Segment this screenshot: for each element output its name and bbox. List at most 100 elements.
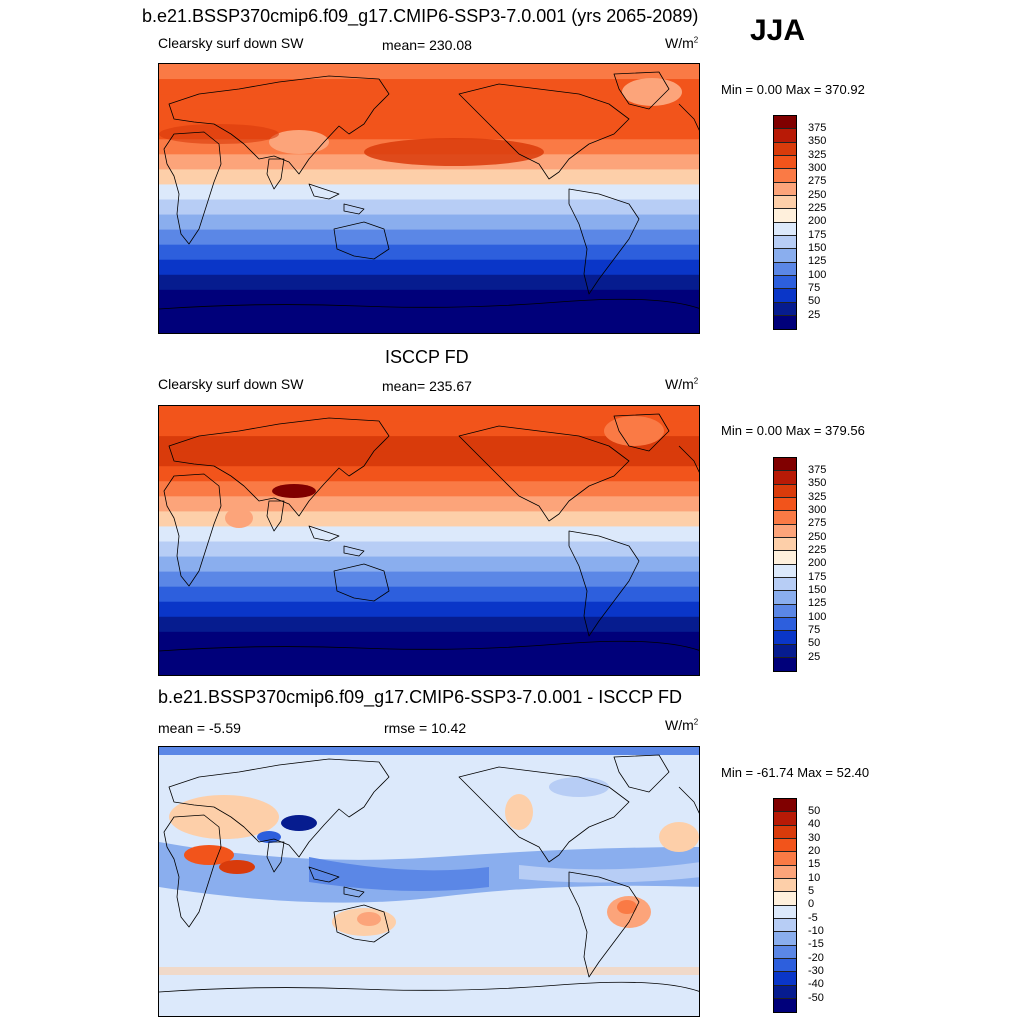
colorbar-tick-label: 25	[808, 308, 821, 321]
colorbar-tick-label: 100	[808, 610, 827, 623]
panel-1-mean-label: mean= 230.08	[382, 37, 472, 53]
latitude-band	[159, 451, 699, 467]
colorbar-tick-label: 125	[808, 597, 827, 610]
colorbar-tick-label: 325	[808, 490, 827, 503]
panel-2-map-svg	[159, 406, 699, 675]
latitude-band	[159, 259, 699, 276]
colorbar-tick-label: 350	[808, 477, 827, 490]
panel-3-rmse-label: rmse = 10.42	[384, 720, 467, 736]
colorbar-tick-label: 275	[808, 175, 827, 188]
latitude-band	[159, 184, 699, 201]
latitude-band	[159, 64, 699, 80]
colorbar-tick-label: 375	[808, 122, 827, 134]
colorbar-tick-label: 15	[808, 858, 821, 871]
colorbar-tick-label: 50	[808, 295, 821, 308]
colorbar-swatch	[774, 577, 796, 592]
colorbar-swatch	[774, 591, 796, 605]
panel-2-min-max: Min = 0.00 Max = 379.56	[721, 423, 865, 438]
latitude-band	[159, 169, 699, 186]
panel-1-map	[158, 63, 700, 334]
colorbar-swatch	[774, 142, 796, 156]
colorbar-tick-label: -5	[808, 911, 818, 924]
colorbar-tick-label: 225	[808, 543, 827, 556]
colorbar-tick-label: 325	[808, 148, 827, 161]
latitude-band	[159, 319, 699, 333]
colorbar-tick-label: -40	[808, 978, 824, 991]
colorbar-swatch	[774, 932, 796, 946]
colorbar-swatch	[774, 657, 796, 672]
colorbar-swatch	[774, 945, 796, 959]
panel-1-colorbar	[773, 115, 797, 331]
panel-3-title: b.e21.BSSP370cmip6.f09_g17.CMIP6-SSP3-7.…	[158, 687, 682, 707]
latitude-band	[159, 421, 699, 437]
colorbar-tick-label: 375	[808, 464, 827, 476]
colorbar-tick-label: 250	[808, 530, 827, 543]
season-label: JJA	[750, 14, 806, 47]
latitude-band	[159, 94, 699, 110]
colorbar-swatch	[774, 852, 796, 866]
colorbar-tick-label: 20	[808, 844, 821, 857]
colorbar-swatch	[774, 116, 796, 130]
panel-2-colorbar	[773, 457, 797, 673]
colorbar-tick-label: -20	[808, 951, 824, 964]
latitude-band	[159, 556, 699, 573]
latitude-band	[159, 646, 699, 663]
panel-3-mean-label: mean = -5.59	[158, 720, 241, 736]
panel-3-colorbar-ticks: 50 40 30 20 15 10 5 0 -5 -10 -15 -20 -30 -40 -50	[808, 805, 824, 1005]
latitude-band	[159, 616, 699, 633]
colorbar-swatch	[774, 631, 796, 645]
colorbar-swatch	[774, 275, 796, 290]
colorbar-tick-label: 150	[808, 583, 827, 596]
latitude-band	[159, 436, 699, 452]
colorbar-tick-label: 50	[808, 637, 821, 650]
latitude-band	[159, 214, 699, 231]
colorbar-swatch	[774, 315, 796, 330]
colorbar-swatch	[774, 985, 796, 999]
colorbar-tick-label: 0	[808, 898, 815, 911]
colorbar-tick-label: 100	[808, 268, 827, 281]
panel-2-mean-label: mean= 235.67	[382, 378, 472, 394]
colorbar-swatch	[774, 905, 796, 919]
colorbar-tick-label: 30	[808, 831, 821, 844]
panel-2-variable-label: Clearsky surf down SW	[158, 376, 304, 392]
latitude-band	[159, 79, 699, 95]
colorbar-swatch	[774, 537, 796, 552]
latitude-band	[159, 601, 699, 618]
latitude-band	[159, 406, 699, 422]
colorbar-swatch	[774, 799, 796, 813]
latitude-band	[159, 661, 699, 675]
latitude-band	[159, 631, 699, 648]
latitude-band	[159, 199, 699, 216]
colorbar-swatch	[774, 222, 796, 236]
colorbar-swatch	[774, 892, 796, 906]
colorbar-swatch	[774, 511, 796, 525]
colorbar-swatch	[774, 195, 796, 210]
colorbar-swatch	[774, 289, 796, 303]
panel-1-units: W/m2	[665, 35, 699, 51]
colorbar-swatch	[774, 838, 796, 853]
colorbar-tick-label: 175	[808, 228, 827, 241]
colorbar-tick-label: 150	[808, 241, 827, 254]
colorbar-swatch	[774, 249, 796, 263]
latitude-band	[159, 289, 699, 306]
colorbar-swatch	[774, 169, 796, 183]
colorbar-tick-label: 175	[808, 570, 827, 583]
colorbar-tick-label: -30	[808, 964, 824, 977]
panel-1-min-max: Min = 0.00 Max = 370.92	[721, 82, 865, 97]
colorbar-tick-label: 300	[808, 161, 827, 174]
panel-1-variable-label: Clearsky surf down SW	[158, 35, 304, 51]
panel-3-colorbar	[773, 798, 797, 1014]
colorbar-swatch	[774, 471, 796, 485]
colorbar-swatch	[774, 972, 796, 986]
latitude-band	[159, 304, 699, 321]
latitude-band	[159, 586, 699, 603]
colorbar-swatch	[774, 617, 796, 632]
panel-3-map	[158, 746, 700, 1017]
colorbar-swatch	[774, 958, 796, 973]
colorbar-swatch	[774, 918, 796, 933]
latitude-band	[159, 274, 699, 291]
colorbar-tick-label: 25	[808, 650, 821, 663]
panel-1-title: b.e21.BSSP370cmip6.f09_g17.CMIP6-SSP3-7.…	[142, 6, 699, 26]
colorbar-swatch	[774, 302, 796, 316]
colorbar-tick-label: 10	[808, 871, 821, 884]
